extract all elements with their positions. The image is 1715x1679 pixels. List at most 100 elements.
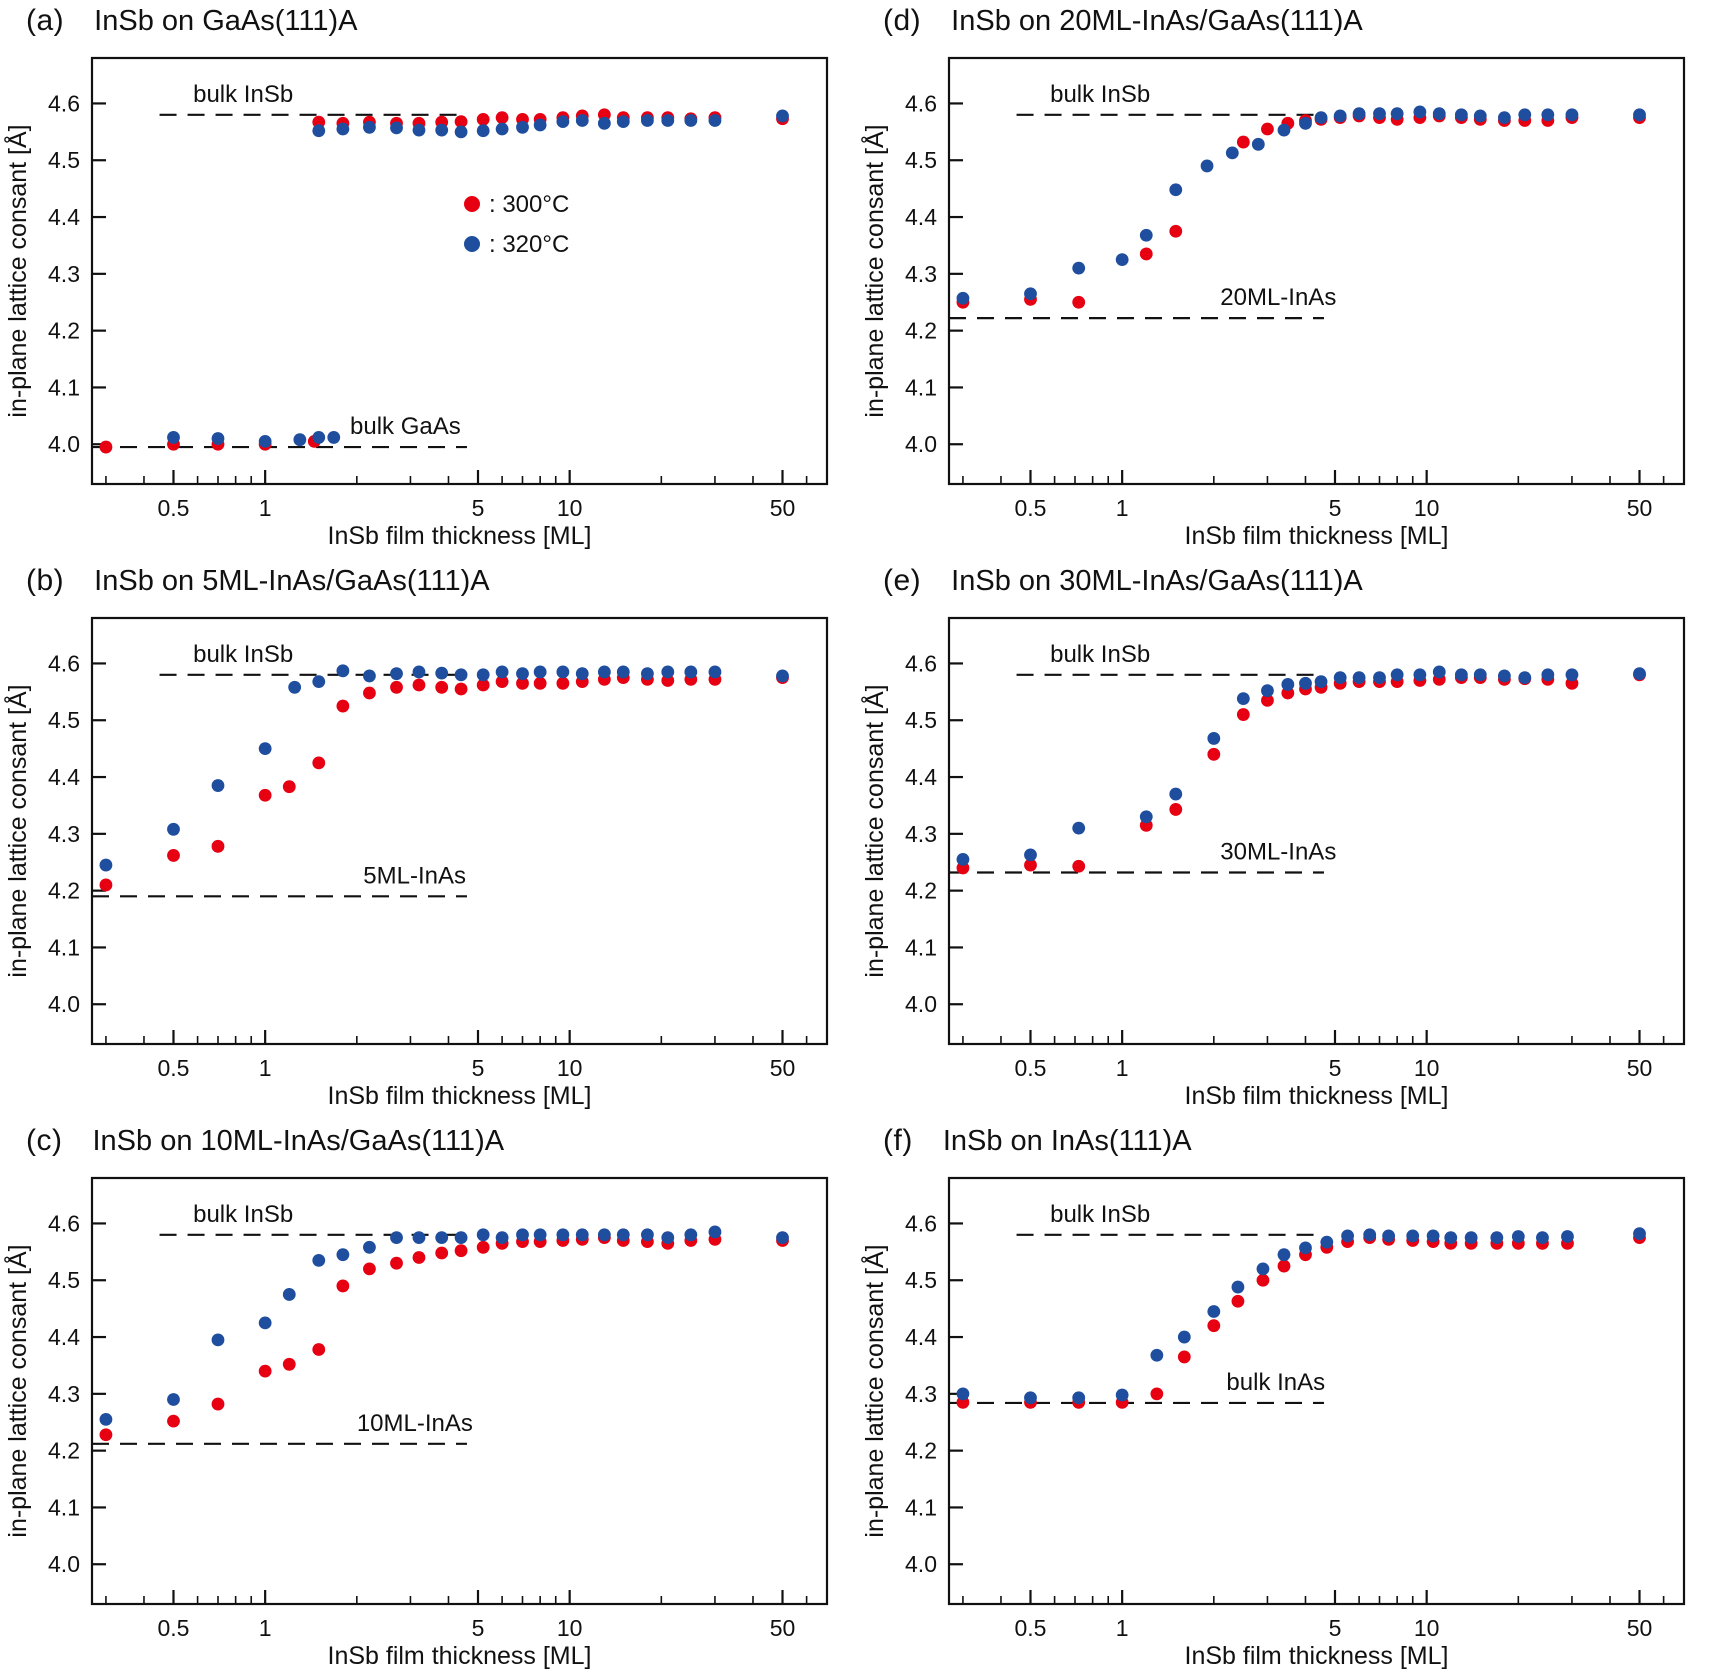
axis-ticks: 0.5 1 5 10 50 4.0 4.1 4.2 4.3 4.4 4.5 4.6 [905,650,1685,1081]
y-tick-label: 4.3 [48,261,80,287]
y-tick-label: 4.0 [905,991,937,1017]
panel-title: InSb on GaAs(111)A [94,5,358,37]
panel-c: (c) InSb on 10ML-InAs/GaAs(111)A 0.5 1 5 10… [0,1120,857,1679]
x-tick-label: 5 [472,1615,485,1641]
scatter-plot: 0.5 1 5 10 50 4.0 4.1 4.2 4.3 4.4 4.5 4.6 bulk InSb 1… [2,1176,829,1670]
y-tick-label: 4.3 [48,1381,80,1407]
x-axis-label: InSb film thickness [ML] [1185,1642,1449,1670]
y-tick-label: 4.2 [48,318,80,344]
x-tick-label: 50 [770,495,796,521]
y-axis-label: in-plane lattice consant [Å] [2,684,32,977]
y-tick-label: 4.2 [48,878,80,904]
y-tick-label: 4.3 [905,1381,937,1407]
reference-line-label: bulk InSb [193,641,293,668]
x-tick-label: 10 [1414,1615,1440,1641]
plot-frame [947,56,1686,486]
y-tick-label: 4.5 [905,707,937,733]
legend-marker-blue [464,236,480,252]
panel-title: InSb on 30ML-InAs/GaAs(111)A [951,565,1363,597]
panel-d: (d) InSb on 20ML-InAs/GaAs(111)A 0.5 1 5 10… [857,0,1715,560]
x-tick-label: 0.5 [1014,1055,1046,1081]
y-tick-label: 4.3 [48,821,80,847]
x-tick-label: 10 [1414,1055,1440,1081]
x-tick-label: 10 [557,495,583,521]
legend-label: : 320°C [489,231,569,258]
panel-title: InSb on 10ML-InAs/GaAs(111)A [92,1125,505,1157]
reference-line-label: bulk InSb [193,1201,293,1228]
reference-lines: bulk InSb bulk InAs [949,1201,1325,1405]
y-axis-label: in-plane lattice consant [Å] [2,124,32,417]
reference-line-label: bulk InSb [1050,641,1150,668]
scatter-plot: 0.5 1 5 10 50 4.0 4.1 4.2 4.3 4.4 4.5 4.6 bulk InSb 5… [2,616,829,1110]
y-tick-label: 4.3 [905,821,937,847]
reference-lines: bulk InSb 5ML-InAs [92,641,467,898]
reference-line-label: bulk InAs [1226,1369,1325,1396]
reference-line-label: bulk InSb [193,81,293,108]
x-tick-label: 10 [557,1615,583,1641]
series-300C [99,671,789,892]
series-320C [99,664,789,872]
x-tick-label: 5 [472,1055,485,1081]
y-tick-label: 4.1 [48,934,80,960]
panel-b-header: (b) InSb on 5ML-InAs/GaAs(111)A [0,564,857,604]
axis-ticks: 0.5 1 5 10 50 4.0 4.1 4.2 4.3 4.4 4.5 4.6 [48,650,828,1081]
y-tick-label: 4.1 [905,374,937,400]
y-tick-label: 4.4 [48,764,80,790]
panel-f-header: (f) InSb on InAs(111)A [857,1124,1715,1164]
y-tick-label: 4.1 [905,934,937,960]
series-300C [956,109,1646,309]
y-tick-label: 4.4 [905,1324,937,1350]
reference-line-label: 5ML-InAs [363,862,466,889]
y-tick-label: 4.4 [48,1324,80,1350]
series-320C [956,1227,1646,1405]
reference-line-label: 10ML-InAs [357,1410,473,1437]
legend: : 300°C: 320°C [464,191,569,258]
y-tick-label: 4.2 [905,878,937,904]
plot-frame [90,56,829,486]
x-tick-label: 10 [557,1055,583,1081]
axis-ticks: 0.5 1 5 10 50 4.0 4.1 4.2 4.3 4.4 4.5 4.6 [48,1210,828,1641]
scatter-plot-e: 0.5 1 5 10 50 4.0 4.1 4.2 4.3 4.4 4.5 4.6 bulk InSb 3… [857,604,1702,1116]
y-axis-label: in-plane lattice consant [Å] [859,684,889,977]
panel-title: InSb on 20ML-InAs/GaAs(111)A [951,5,1363,37]
y-tick-label: 4.6 [905,90,937,116]
y-tick-label: 4.0 [48,1551,80,1577]
y-tick-label: 4.1 [48,374,80,400]
reference-line-label: bulk InSb [1050,1201,1150,1228]
panel-f: (f) InSb on InAs(111)A 0.5 1 5 10 50 4.0 4.1 4.… [857,1120,1715,1679]
reference-lines: bulk InSb 10ML-InAs [92,1201,473,1445]
plot-frame [947,616,1686,1046]
scatter-plot-a: 0.5 1 5 10 50 4.0 4.1 4.2 4.3 4.4 4.5 4.6 bulk InSb b… [0,44,845,556]
y-tick-label: 4.5 [48,147,80,173]
panel-title: InSb on 5ML-InAs/GaAs(111)A [94,565,490,597]
panel-a: (a) InSb on GaAs(111)A 0.5 1 5 10 50 4.0 4.1 4.… [0,0,857,560]
x-tick-label: 50 [1627,495,1653,521]
y-tick-label: 4.0 [905,1551,937,1577]
x-axis-label: InSb film thickness [ML] [1185,1082,1449,1110]
y-tick-label: 4.3 [905,261,937,287]
plot-frame [947,1176,1686,1606]
x-tick-label: 10 [1414,495,1440,521]
panel-letter: (b) [26,564,65,597]
reference-lines: bulk InSb bulk GaAs [92,81,467,449]
panel-d-header: (d) InSb on 20ML-InAs/GaAs(111)A [857,4,1715,44]
x-tick-label: 50 [1627,1615,1653,1641]
y-axis-label: in-plane lattice consant [Å] [2,1244,32,1537]
plot-frame [90,616,829,1046]
y-tick-label: 4.6 [48,1210,80,1236]
y-tick-label: 4.5 [48,707,80,733]
scatter-plot-d: 0.5 1 5 10 50 4.0 4.1 4.2 4.3 4.4 4.5 4.6 bulk InSb 2… [857,44,1702,556]
panel-letter: (c) [26,1124,63,1157]
y-axis-label: in-plane lattice consant [Å] [859,124,889,417]
panel-letter: (f) [883,1124,913,1157]
reference-line-label: 30ML-InAs [1220,838,1336,865]
scatter-plot-c: 0.5 1 5 10 50 4.0 4.1 4.2 4.3 4.4 4.5 4.6 bulk InSb 1… [0,1164,845,1676]
series-320C [956,665,1646,866]
panel-letter: (e) [883,564,922,597]
y-tick-label: 4.6 [48,90,80,116]
scatter-plot-b: 0.5 1 5 10 50 4.0 4.1 4.2 4.3 4.4 4.5 4.6 bulk InSb 5… [0,604,845,1116]
y-axis-label: in-plane lattice consant [Å] [859,1244,889,1537]
reference-line-label: bulk InSb [1050,81,1150,108]
panel-a-header: (a) InSb on GaAs(111)A [0,4,857,44]
